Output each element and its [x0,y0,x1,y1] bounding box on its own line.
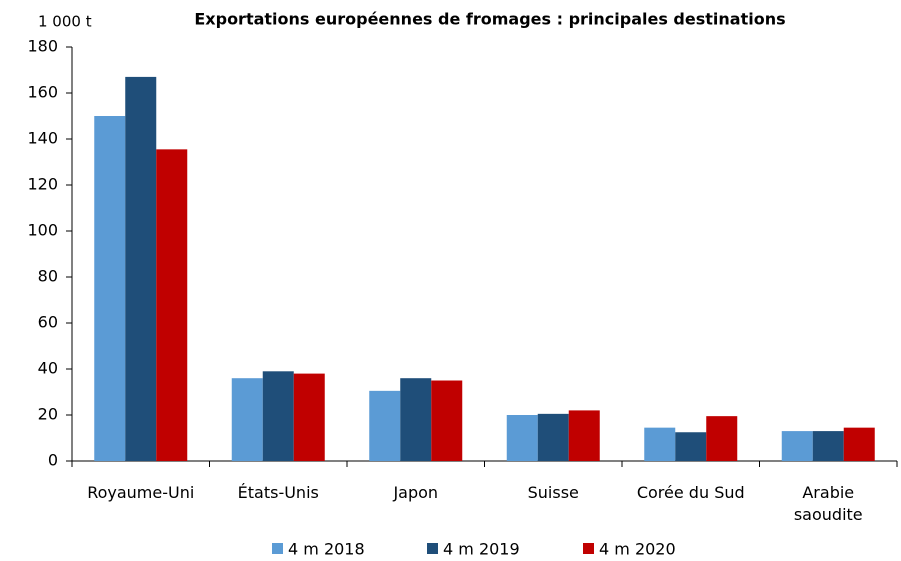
x-tick-label: États-Unis [237,483,319,502]
y-tick-label: 40 [38,359,58,378]
y-tick-label: 160 [27,83,58,102]
bar [812,431,844,461]
legend-label: 4 m 2018 [288,540,365,559]
y-tick-label: 120 [27,175,58,194]
y-tick-label: 80 [38,267,58,286]
bar [262,371,294,461]
bar [506,415,538,461]
y-tick-label: 140 [27,129,58,148]
bar [781,431,813,461]
bar [843,427,875,461]
x-tick-label: Japon [393,483,439,502]
bar [369,390,401,461]
bar [125,76,157,462]
y-tick-label: 60 [38,313,58,332]
bar [431,380,463,461]
bar [293,373,325,461]
x-tick-label: Suisse [527,483,579,502]
legend-swatch [427,543,438,554]
chart-title: Exportations européennes de fromages : p… [194,10,785,29]
bar [675,432,707,461]
bar [400,378,432,461]
x-tick-label: Corée du Sud [636,483,745,502]
y-tick-label: 0 [48,451,58,470]
bar [568,410,600,461]
y-unit: 1 000 t [38,13,92,31]
legend-label: 4 m 2019 [443,540,520,559]
legend-label: 4 m 2020 [599,540,676,559]
y-tick-label: 100 [27,221,58,240]
bar [644,427,676,461]
y-tick-label: 180 [27,37,58,56]
legend-swatch [272,543,283,554]
bar [231,378,263,461]
x-tick-label: Royaume-Uni [87,483,195,502]
bar [706,416,738,461]
bar [537,413,569,461]
legend-swatch [583,543,594,554]
x-tick-label: Arabie saoudite [793,483,863,524]
y-tick-label: 20 [38,405,58,424]
bar [156,149,188,461]
bar [94,116,126,461]
